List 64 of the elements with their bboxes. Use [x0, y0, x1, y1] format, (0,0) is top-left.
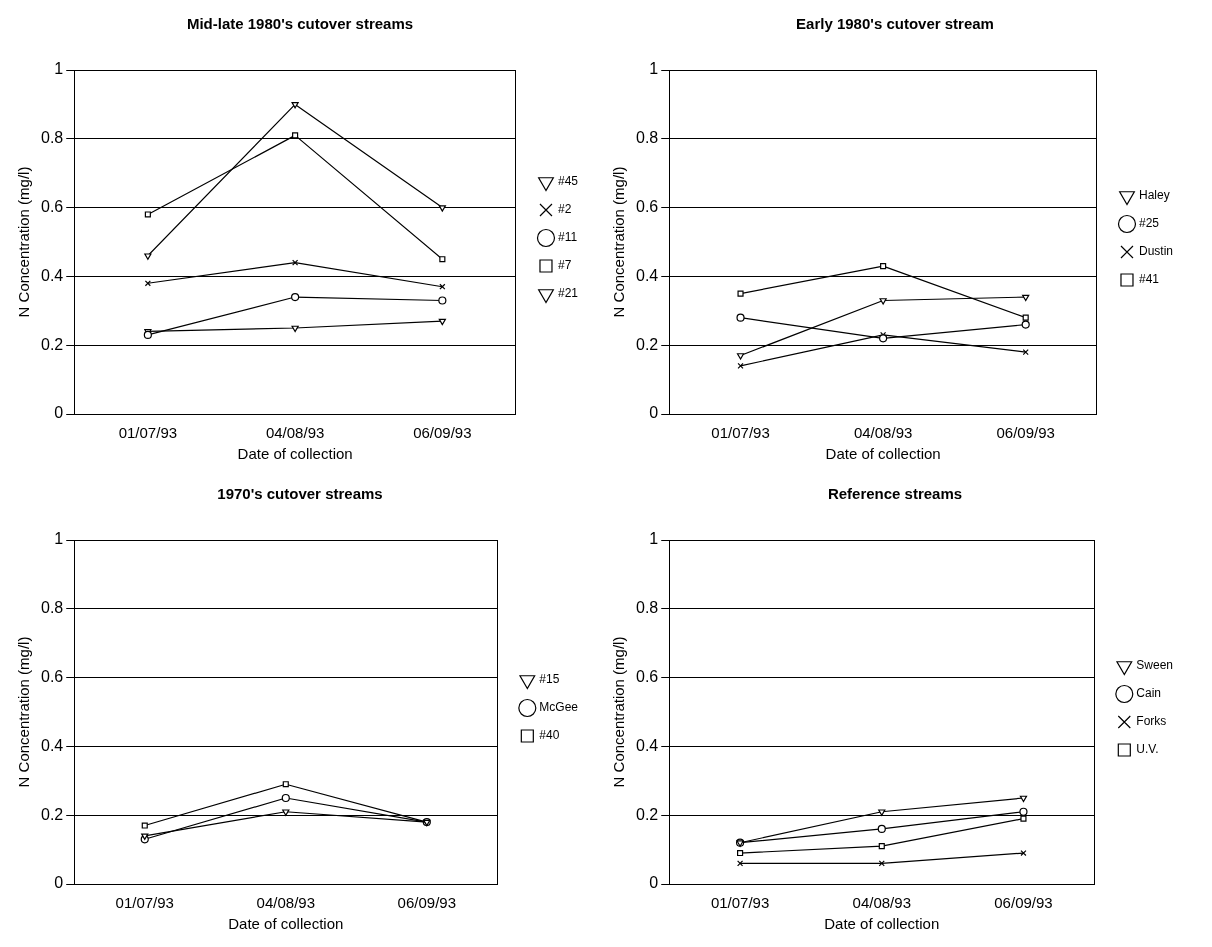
legend-label: Haley [1138, 188, 1170, 203]
x-tick-label: 06/09/93 [994, 894, 1053, 912]
x-axis-title: Date of collection [824, 915, 940, 933]
x-tick-label: 04/08/93 [853, 424, 913, 442]
y-tick-label: 0 [649, 874, 659, 892]
legend-label: #40 [539, 728, 560, 743]
legend-label: #2 [557, 202, 572, 217]
chart-title: Reference streams [827, 485, 963, 503]
chart-title: Mid-late 1980's cutover streams [186, 15, 414, 33]
x-axis-title: Date of collection [237, 445, 353, 463]
y-tick-label: 0.2 [635, 335, 659, 353]
y-axis-title: N Concentration (mg/l) [15, 636, 33, 788]
y-tick-label: 1 [649, 530, 659, 548]
x-tick-label: 01/07/93 [118, 424, 178, 442]
legend-label: Dustin [1138, 244, 1173, 259]
x-tick-label: 01/07/93 [711, 424, 770, 442]
y-tick-label: 0.2 [635, 805, 659, 823]
x-tick-label: 06/09/93 [397, 894, 456, 912]
y-tick-label: 0.8 [635, 129, 659, 147]
y-tick-label: 0.2 [40, 805, 64, 823]
y-tick-label: 0.6 [40, 198, 64, 216]
x-tick-label: 01/07/93 [710, 894, 770, 912]
y-tick-label: 0 [54, 874, 64, 892]
legend-label: #11 [557, 230, 578, 245]
y-axis-title: N Concentration (mg/l) [610, 636, 628, 788]
legend-label: Sween [1136, 658, 1174, 673]
y-tick-label: 0.6 [635, 668, 659, 686]
x-tick-label: 06/09/93 [996, 424, 1055, 442]
legend-label: #21 [557, 286, 579, 301]
y-axis-title: N Concentration (mg/l) [610, 166, 628, 318]
y-tick-label: 0.4 [40, 266, 64, 284]
y-tick-label: 0 [649, 404, 659, 422]
y-tick-label: 0.8 [40, 129, 64, 147]
legend-label: #7 [557, 258, 572, 273]
legend-label: #41 [1138, 272, 1160, 287]
y-axis-title: N Concentration (mg/l) [15, 166, 33, 318]
legend-label: U.V. [1136, 742, 1159, 757]
y-tick-label: 1 [54, 530, 64, 548]
x-tick-label: 04/08/93 [852, 894, 911, 912]
y-tick-label: 1 [54, 60, 64, 78]
legend-label: #25 [1138, 216, 1160, 231]
y-tick-label: 1 [649, 60, 659, 78]
x-tick-label: 04/08/93 [256, 894, 315, 912]
x-axis-title: Date of collection [825, 445, 941, 463]
legend-label: Forks [1136, 714, 1167, 729]
y-tick-label: 0.8 [40, 599, 64, 617]
chart-title: Early 1980's cutover stream [796, 15, 994, 33]
legend-label: #15 [539, 672, 560, 687]
legend-label: #45 [557, 174, 579, 189]
y-tick-label: 0.4 [635, 266, 659, 284]
y-tick-label: 0 [54, 404, 64, 422]
y-tick-label: 0.8 [635, 599, 659, 617]
y-tick-label: 0.4 [635, 736, 659, 754]
x-tick-label: 01/07/93 [115, 894, 174, 912]
legend-label: Cain [1136, 686, 1161, 701]
y-tick-label: 0.6 [40, 668, 64, 686]
y-tick-label: 0.2 [40, 335, 64, 353]
x-tick-label: 04/08/93 [265, 424, 325, 442]
chart-title: 1970's cutover streams [217, 485, 383, 503]
y-tick-label: 0.4 [40, 736, 64, 754]
legend-label: McGee [539, 700, 579, 715]
y-tick-label: 0.6 [635, 198, 659, 216]
x-axis-title: Date of collection [228, 915, 344, 933]
x-tick-label: 06/09/93 [413, 424, 472, 442]
